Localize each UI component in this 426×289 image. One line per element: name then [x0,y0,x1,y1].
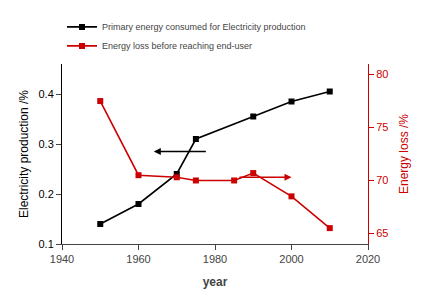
svg-text:year: year [203,275,228,289]
svg-text:0.3: 0.3 [39,138,54,150]
svg-text:2000: 2000 [279,253,303,265]
svg-text:1940: 1940 [50,253,74,265]
svg-text:Energy loss /%: Energy loss /% [397,114,411,194]
svg-text:0.2: 0.2 [39,188,54,200]
svg-text:1980: 1980 [203,253,227,265]
svg-text:1960: 1960 [126,253,150,265]
svg-text:80: 80 [376,68,388,80]
svg-text:Energy loss before reaching en: Energy loss before reaching end-user [102,41,252,51]
svg-text:0.1: 0.1 [39,238,54,250]
svg-text:Primary energy consumed for El: Primary energy consumed for Electricity … [102,22,306,32]
svg-text:0.4: 0.4 [39,88,54,100]
svg-text:75: 75 [376,121,388,133]
svg-text:Electricity production /%: Electricity production /% [17,90,31,218]
svg-text:2020: 2020 [356,253,380,265]
svg-text:70: 70 [376,174,388,186]
svg-text:65: 65 [376,227,388,239]
